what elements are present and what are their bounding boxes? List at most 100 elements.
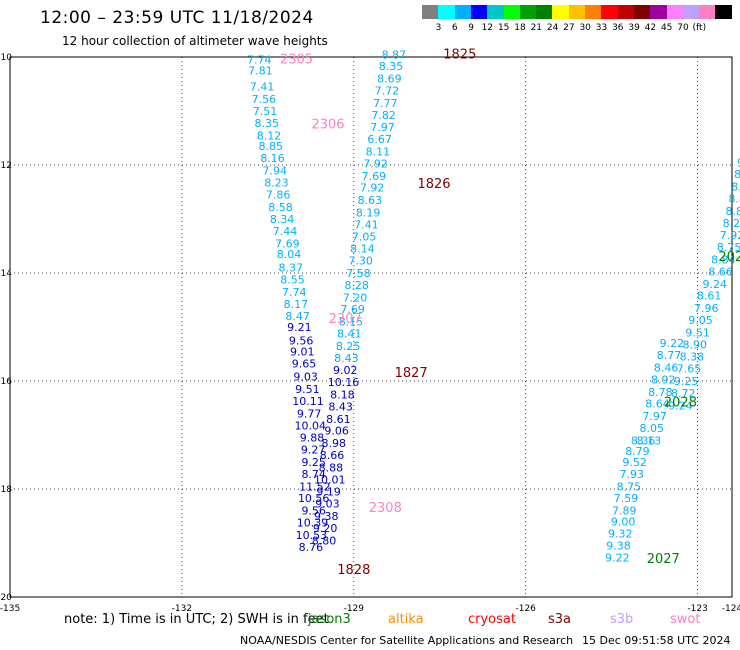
wave-height-value: 9.77	[297, 407, 322, 420]
wave-height-value: 7.51	[253, 105, 278, 118]
wave-height-value: 7.86	[266, 189, 291, 202]
color-scale-label: 24	[546, 23, 559, 33]
wave-height-value: 8.88	[319, 461, 344, 474]
footer-note: note: 1) Time is in UTC; 2) SWH is in fe…	[64, 612, 329, 627]
y-tick-label: -10	[0, 53, 12, 63]
x-tick-label: -132	[172, 604, 192, 614]
wave-height-value: 8.05	[640, 422, 665, 435]
wave-height-value: 9.06	[324, 425, 349, 438]
track-label: 1825	[443, 47, 476, 62]
wave-height-value: 8.17	[284, 298, 309, 311]
wave-height-value: 7.93	[619, 468, 644, 481]
x-tick-label: -123	[687, 604, 707, 614]
wave-height-value: 10.56	[298, 492, 330, 505]
wave-height-value: 8.98	[322, 437, 347, 450]
wave-height-value: 9.65	[292, 358, 317, 371]
track-label: 2308	[369, 501, 402, 516]
wave-height-value: 8.38	[680, 351, 705, 364]
wave-height-value: 8.80	[312, 534, 337, 547]
wave-height-value: 8.79	[625, 445, 650, 458]
color-swatch	[454, 5, 472, 19]
wave-height-value: 8.34	[270, 213, 295, 226]
color-scale-label: 21	[530, 23, 543, 33]
satellite-label-jason3: jason3	[308, 612, 351, 627]
generation-timestamp: 15 Dec 09:51:58 UTC 2024	[582, 634, 731, 647]
color-swatch	[422, 5, 439, 19]
wave-height-value: 9.03	[315, 498, 340, 511]
color-swatch	[633, 5, 651, 19]
wave-height-value: 9.21	[287, 321, 312, 334]
track-label: 1827	[395, 366, 428, 381]
wave-height-value: 8.63	[358, 194, 383, 207]
wave-height-value: 9.24	[703, 278, 728, 291]
wave-height-value: 8.36	[631, 434, 656, 447]
color-scale-label: 15	[497, 23, 510, 33]
color-scale-label: 27	[563, 23, 575, 33]
wave-height-value: 9.51	[685, 326, 710, 339]
wave-height-value: 8.25	[336, 340, 361, 353]
color-scale-label: 3	[435, 23, 442, 33]
wave-height-value: 8.69	[377, 73, 402, 86]
track-label: 1826	[417, 177, 450, 192]
wave-height-value: 8.64	[645, 398, 670, 411]
satellite-label-swot: swot	[670, 612, 701, 627]
wave-height-value: 8.35	[254, 117, 279, 130]
wave-height-value: 9.00	[611, 515, 636, 528]
wave-height-value: 6.67	[367, 133, 392, 146]
color-swatch	[617, 5, 635, 19]
wave-height-value: 8.78	[648, 386, 673, 399]
wave-height-value: 8.73	[734, 168, 740, 181]
wave-height-value: 8.20	[723, 217, 740, 230]
track-label: 2307	[329, 312, 362, 327]
wave-height-value: 8.97	[731, 181, 740, 194]
wave-height-value: 10.53	[296, 529, 328, 542]
wave-height-value: 9.56	[289, 335, 314, 348]
wave-height-value: 8.66	[320, 449, 345, 462]
color-swatch	[536, 5, 554, 19]
wave-height-value: 7.96	[694, 302, 719, 315]
wave-height-value: 8.87	[382, 48, 407, 61]
wave-height-value: 7.74	[282, 286, 307, 299]
wave-height-value: 7.65	[677, 363, 702, 376]
wave-height-value: 9.24	[668, 399, 693, 412]
color-scale-label: 30	[579, 23, 591, 33]
wave-height-value: 8.77	[657, 349, 682, 362]
wave-height-value: 8.23	[264, 176, 289, 189]
wave-height-value: 7.97	[370, 121, 395, 134]
wave-height-value: 9.05	[688, 314, 713, 327]
wave-height-value: 8.43	[334, 352, 359, 365]
wave-height-value: 8.76	[299, 541, 324, 554]
wave-height-value: 8.61	[697, 290, 722, 303]
wave-height-value: 8.19	[356, 207, 381, 220]
wave-height-value: 8.85	[258, 140, 283, 153]
y-tick-label: -12	[0, 161, 12, 171]
wave-height-value: 7.69	[340, 303, 365, 316]
color-swatch	[470, 5, 488, 19]
wave-height-value: 10.11	[292, 395, 324, 408]
satellite-label-altika: altika	[388, 612, 424, 627]
page-subtitle: 12 hour collection of altimeter wave hei…	[62, 34, 328, 48]
color-swatch	[519, 5, 537, 19]
wave-height-value: 8.41	[337, 327, 362, 340]
wave-height-value: 9.20	[313, 522, 338, 535]
color-swatch	[585, 5, 602, 19]
wave-height-value: 7.89	[612, 505, 637, 518]
color-swatch	[601, 5, 619, 19]
color-swatch	[682, 5, 700, 19]
wave-height-value: 10.01	[314, 473, 346, 486]
wave-height-value: 8.43	[328, 400, 353, 413]
wave-height-value: 8.12	[257, 129, 282, 142]
track-label: 2029	[718, 250, 740, 265]
y-tick-label: -14	[0, 269, 12, 279]
wave-height-value: 7.59	[614, 492, 639, 505]
track-label: 2306	[311, 118, 344, 133]
wave-height-value: 9.51	[295, 383, 320, 396]
satellite-label-cryosat: cryosat	[468, 612, 516, 627]
wave-height-value: 7.20	[343, 291, 368, 304]
track-label: 2027	[647, 552, 680, 567]
wave-height-value: 8.37	[279, 262, 304, 275]
wave-height-value: 9.32	[608, 527, 633, 540]
x-tick-label: -126	[515, 604, 536, 614]
